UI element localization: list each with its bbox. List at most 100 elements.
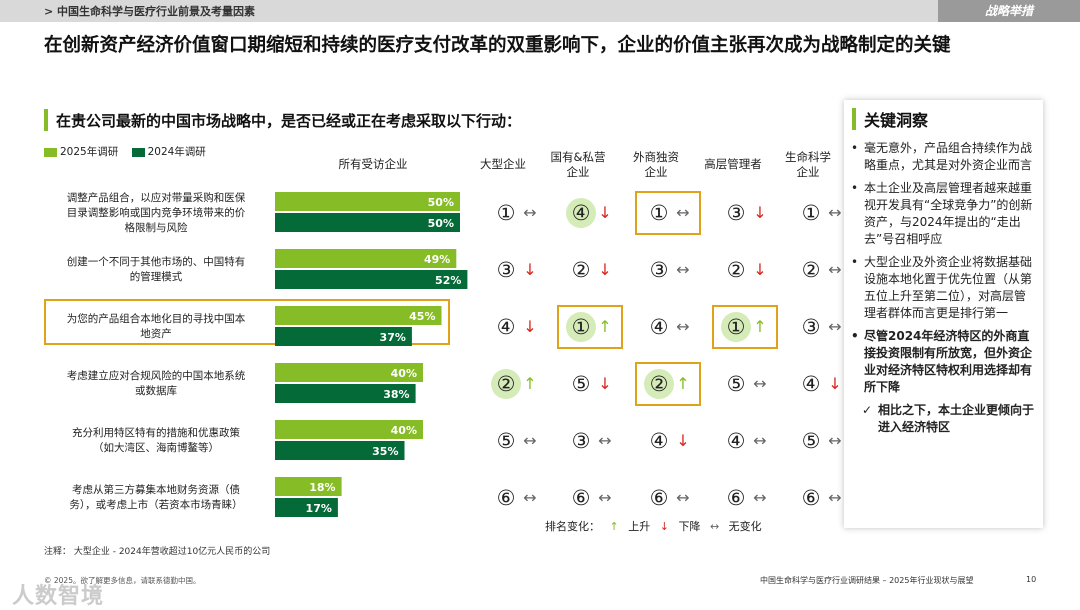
rank-number: ⑤ <box>801 429 821 453</box>
rank-number: ④ <box>571 201 591 225</box>
rank-number: ⑤ <box>496 429 516 453</box>
arrow-down-icon: ↓ <box>523 317 537 336</box>
arrow-flat-icon: ↔ <box>753 431 767 450</box>
legend-item-2024: 2024年调研 <box>131 146 206 158</box>
column-header-line: 高层管理者 <box>704 157 762 171</box>
chart-legend: 2025年调研 2024年调研 <box>44 144 216 159</box>
rank-number: ⑥ <box>496 486 516 510</box>
legend-swatch-2025 <box>44 147 57 157</box>
column-header-2: 外商独资 企业 <box>610 150 702 180</box>
row-label-4: 充分利用特区特有的措施和优惠政策 （如大湾区、海南博鳌等） <box>44 426 268 456</box>
row-label-line: （如大湾区、海南博鳌等） <box>93 442 219 454</box>
bar-value-label: 40% <box>391 367 417 380</box>
rank-number: ① <box>801 201 821 225</box>
bar-value-label: 45% <box>409 310 435 323</box>
rank-legend: 排名变化： ↑ 上升 ↓ 下降 ↔ 无变化 <box>545 518 768 534</box>
legend-label-2024: 2024年调研 <box>147 146 206 158</box>
arrow-flat-icon: ↔ <box>523 203 537 222</box>
rank-cell: ③ <box>798 314 824 340</box>
arrow-flat-icon: ↔ <box>676 203 690 222</box>
bar-2024-row-1 <box>275 270 468 289</box>
rank-cell: ② <box>491 369 521 399</box>
rank-number: ④ <box>726 429 746 453</box>
arrow-flat-icon: ↔ <box>828 431 842 450</box>
arrow-down-icon: ↓ <box>598 260 612 279</box>
rank-number: ③ <box>649 258 669 282</box>
bar-value-label: 50% <box>428 196 454 209</box>
arrow-up-icon: ↑ <box>609 520 619 533</box>
top-bar: > 中国生命科学与医疗行业前景及考量因素 战略举措 <box>0 0 1080 22</box>
rank-number: ① <box>571 315 591 339</box>
rank-highlight-box <box>712 305 778 349</box>
column-header-line: 外商独资 <box>633 150 679 164</box>
rank-cell: ② <box>644 369 674 399</box>
arrow-flat-icon: ↔ <box>828 203 842 222</box>
rank-number: ② <box>571 258 591 282</box>
rank-cell: ④ <box>566 198 596 228</box>
insight-item: 本土企业及高层管理者越来越重视开发具有“全球竞争力”的创新资产，与2024年提出… <box>850 180 1036 248</box>
rank-cell: ① <box>721 312 751 342</box>
arrow-flat-icon: ↔ <box>753 374 767 393</box>
bar-value-label: 35% <box>372 445 398 458</box>
row-label-line: 目录调整影响或国内竞争环境带来的价 <box>66 206 246 219</box>
rank-number: ⑥ <box>801 486 821 510</box>
arrow-flat-icon: ↔ <box>828 488 842 507</box>
rank-cell: ① <box>566 312 596 342</box>
rank-cell: ⑥ <box>493 485 519 511</box>
arrow-down-icon: ↓ <box>598 374 612 393</box>
row-label-line: 调整产品组合，以应对带量采购和医保 <box>66 191 246 204</box>
rank-cell: ⑥ <box>798 485 824 511</box>
row-label-line: 考虑建立应对合规风险的中国本地系统 <box>66 370 246 382</box>
rank-number: ⑤ <box>571 372 591 396</box>
rank-number: ⑤ <box>726 372 746 396</box>
rank-number: ⑥ <box>726 486 746 510</box>
page-title: 在创新资产经济价值窗口期缩短和持续的医疗支付改革的双重影响下，企业的价值主张再次… <box>44 35 951 56</box>
rank-number: ③ <box>801 315 821 339</box>
rank-highlight-box <box>635 362 701 406</box>
rank-number: ② <box>496 372 516 396</box>
rank-number: ② <box>649 372 669 396</box>
legend-label-2025: 2025年调研 <box>60 146 119 158</box>
insight-subitem: 相比之下，本土企业更倾向于进入经济特区 <box>850 402 1036 436</box>
rank-legend-down: 下降 <box>678 520 701 533</box>
arrow-flat-icon: ↔ <box>709 520 720 533</box>
arrow-flat-icon: ↔ <box>523 488 537 507</box>
arrow-flat-icon: ↔ <box>523 431 537 450</box>
arrow-up-icon: ↑ <box>753 317 767 336</box>
rank-number: ⑥ <box>571 486 591 510</box>
rank-legend-up: 上升 <box>628 520 651 533</box>
survey-question: 在贵公司最新的中国市场战略中，是否已经或正在考虑采取以下行动： <box>56 112 522 130</box>
bar-2024-row-3 <box>275 384 416 403</box>
row-label-line: 格限制与风险 <box>124 221 188 234</box>
row-label-line: 创建一个不同于其他市场的、中国特有 <box>66 256 246 268</box>
rank-cell: ⑥ <box>568 485 594 511</box>
rank-number: ④ <box>801 372 821 396</box>
legend-swatch-2024 <box>131 147 145 157</box>
column-header-3: 高层管理者 <box>687 157 779 172</box>
arrow-up-icon: ↑ <box>523 374 537 393</box>
rank-cell: ④ <box>798 371 824 397</box>
rank-highlight-box <box>557 305 623 349</box>
rank-cell: ④ <box>493 314 519 340</box>
rank-legend-flat: 无变化 <box>728 520 762 533</box>
rank-cell: ⑥ <box>723 485 749 511</box>
rank-cell: ① <box>493 200 519 226</box>
bar-value-label: 50% <box>428 217 454 230</box>
rank-legend-label: 排名变化： <box>545 520 600 533</box>
arrow-up-icon: ↑ <box>598 317 612 336</box>
row-label-3: 考虑建立应对合规风险的中国本地系统 或数据库 <box>44 369 268 399</box>
rank-cell: ③ <box>723 200 749 226</box>
section-tag: 战略举措 <box>938 0 1080 22</box>
arrow-flat-icon: ↔ <box>676 488 690 507</box>
bar-value-label: 37% <box>380 331 406 344</box>
arrow-down-icon: ↓ <box>676 431 690 450</box>
row-label-5: 考虑从第三方募集本地财务资源（债 务），或考虑上市（若资本市场青睐） <box>44 483 268 513</box>
bar-value-label: 17% <box>306 502 332 515</box>
rank-number: ④ <box>496 315 516 339</box>
rank-number: ③ <box>496 258 516 282</box>
rank-number: ④ <box>649 315 669 339</box>
row-label-line: 的管理模式 <box>129 271 183 283</box>
rank-cell: ② <box>568 257 594 283</box>
rank-cell: ③ <box>493 257 519 283</box>
